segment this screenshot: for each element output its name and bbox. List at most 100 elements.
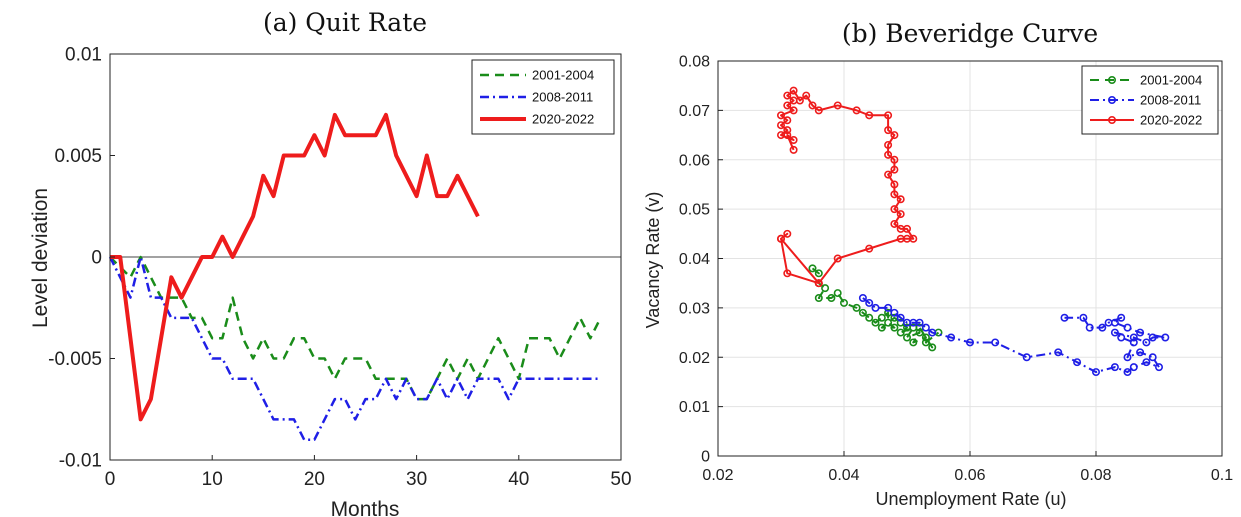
data-point-2020-2022: [890, 165, 899, 174]
x-tick-label: 50: [610, 469, 631, 490]
legend-label-2008-2011: 2008-2011: [1140, 93, 1201, 108]
data-point-2020-2022: [896, 210, 905, 219]
data-point-2020-2022: [802, 91, 811, 100]
data-point-2020-2022: [890, 180, 899, 189]
data-point-2008-2011: [1129, 338, 1138, 347]
data-point-2020-2022: [783, 91, 792, 100]
beveridge-curve-chart: (b) Beveridge Curve Unemployment Rate (u…: [643, 19, 1233, 509]
x-tick-label: 0.06: [954, 467, 985, 484]
data-point-2008-2011: [1136, 348, 1145, 357]
data-point-2008-2011: [865, 298, 874, 307]
y-tick-label: 0.06: [679, 152, 710, 169]
legend-box: [471, 59, 615, 135]
data-point-2020-2022: [890, 190, 899, 199]
y-tick-label: 0.08: [679, 54, 710, 71]
series-line-2008-2011: [862, 297, 1167, 374]
data-point-2008-2011: [1022, 353, 1031, 362]
data-point-2008-2011: [1110, 328, 1119, 337]
data-point-2001-2004: [814, 269, 823, 278]
data-point-2008-2011: [1098, 323, 1107, 332]
data-point-2020-2022: [890, 131, 899, 140]
data-point-2020-2022: [884, 150, 893, 159]
data-point-2008-2011: [871, 303, 880, 312]
data-point-2008-2011: [1129, 363, 1138, 372]
x-tick-label: 0.1: [1211, 467, 1233, 484]
data-point-2001-2004: [884, 318, 893, 327]
data-point-2020-2022: [776, 111, 785, 120]
data-point-2008-2011: [965, 338, 974, 347]
data-point-2001-2004: [852, 303, 861, 312]
data-point-2020-2022: [833, 254, 842, 263]
data-point-2001-2004: [839, 298, 848, 307]
series-line-2020-2022: [110, 112, 480, 422]
data-point-2001-2004: [833, 289, 842, 298]
y-tick-label: 0.01: [65, 45, 102, 66]
chart-title-beveridge-curve: (b) Beveridge Curve: [842, 19, 1098, 48]
data-point-2001-2004: [915, 328, 924, 337]
data-point-2020-2022: [783, 101, 792, 110]
legend-marker-2001-2004: [1108, 76, 1117, 85]
data-point-2008-2011: [1142, 338, 1151, 347]
data-point-2020-2022: [865, 244, 874, 253]
legend-label-2020-2022: 2020-2022: [532, 112, 594, 127]
data-point-2020-2022: [776, 234, 785, 243]
data-point-2020-2022: [776, 121, 785, 130]
data-point-2020-2022: [789, 106, 798, 115]
data-point-2001-2004: [902, 333, 911, 342]
legend-marker-2020-2022: [1108, 116, 1117, 125]
data-point-2008-2011: [1073, 358, 1082, 367]
y-tick-label: -0.01: [59, 451, 102, 472]
chart-legend: 2001-2004 2008-2011 2020-2022: [1081, 65, 1219, 135]
data-point-2001-2004: [921, 333, 930, 342]
x-tick-label: 0.04: [828, 467, 859, 484]
data-point-2020-2022: [884, 126, 893, 135]
data-point-2020-2022: [896, 195, 905, 204]
data-point-2001-2004: [909, 338, 918, 347]
x-tick-label: 0.02: [702, 467, 733, 484]
x-axis-label-months: Months: [331, 498, 400, 517]
data-point-2001-2004: [896, 328, 905, 337]
data-point-2008-2011: [1148, 353, 1157, 362]
data-point-2008-2011: [991, 338, 1000, 347]
data-point-2008-2011: [1155, 363, 1164, 372]
data-point-2008-2011: [947, 333, 956, 342]
data-point-2008-2011: [915, 318, 924, 327]
data-point-2008-2011: [1142, 358, 1151, 367]
series-line-2008-2011: [108, 255, 601, 441]
data-point-2020-2022: [909, 234, 918, 243]
data-point-2020-2022: [884, 140, 893, 149]
data-point-2020-2022: [808, 101, 817, 110]
data-point-2020-2022: [783, 126, 792, 135]
series-line-2020-2022: [780, 89, 915, 285]
quit-rate-chart: (a) Quit Rate Months Level deviation 0 10…: [29, 8, 632, 517]
data-point-2001-2004: [865, 313, 874, 322]
data-point-2001-2004: [877, 323, 886, 332]
data-point-2020-2022: [865, 111, 874, 120]
beveridge-plot-area: 0.02 0.04 0.06 0.08 0.1 0 0.01 0.02 0.03 0.04 0.05…: [679, 54, 1233, 484]
data-point-2008-2011: [1117, 333, 1126, 342]
x-tick-label: 0.08: [1080, 467, 1111, 484]
data-point-2001-2004: [814, 293, 823, 302]
legend-label-2020-2022: 2020-2022: [1140, 113, 1202, 128]
data-point-2008-2011: [1123, 323, 1132, 332]
x-tick-label: 10: [202, 469, 223, 490]
data-point-2001-2004: [871, 318, 880, 327]
chart-title-quit-rate: (a) Quit Rate: [263, 8, 427, 37]
data-point-2008-2011: [890, 308, 899, 317]
data-point-2020-2022: [789, 136, 798, 145]
data-point-2020-2022: [890, 205, 899, 214]
data-point-2020-2022: [852, 106, 861, 115]
data-point-2008-2011: [1117, 313, 1126, 322]
data-point-2008-2011: [858, 293, 867, 302]
legend-label-2001-2004: 2001-2004: [1140, 73, 1202, 88]
data-point-2008-2011: [1104, 318, 1113, 327]
data-point-2020-2022: [783, 229, 792, 238]
data-point-2008-2011: [1060, 313, 1069, 322]
y-axis-label-level-deviation: Level deviation: [29, 188, 52, 328]
y-tick-label: 0: [701, 449, 710, 466]
y-tick-label: 0.04: [679, 251, 710, 268]
y-tick-label: 0.02: [679, 350, 710, 367]
data-point-2008-2011: [1079, 313, 1088, 322]
data-point-2001-2004: [821, 284, 830, 293]
